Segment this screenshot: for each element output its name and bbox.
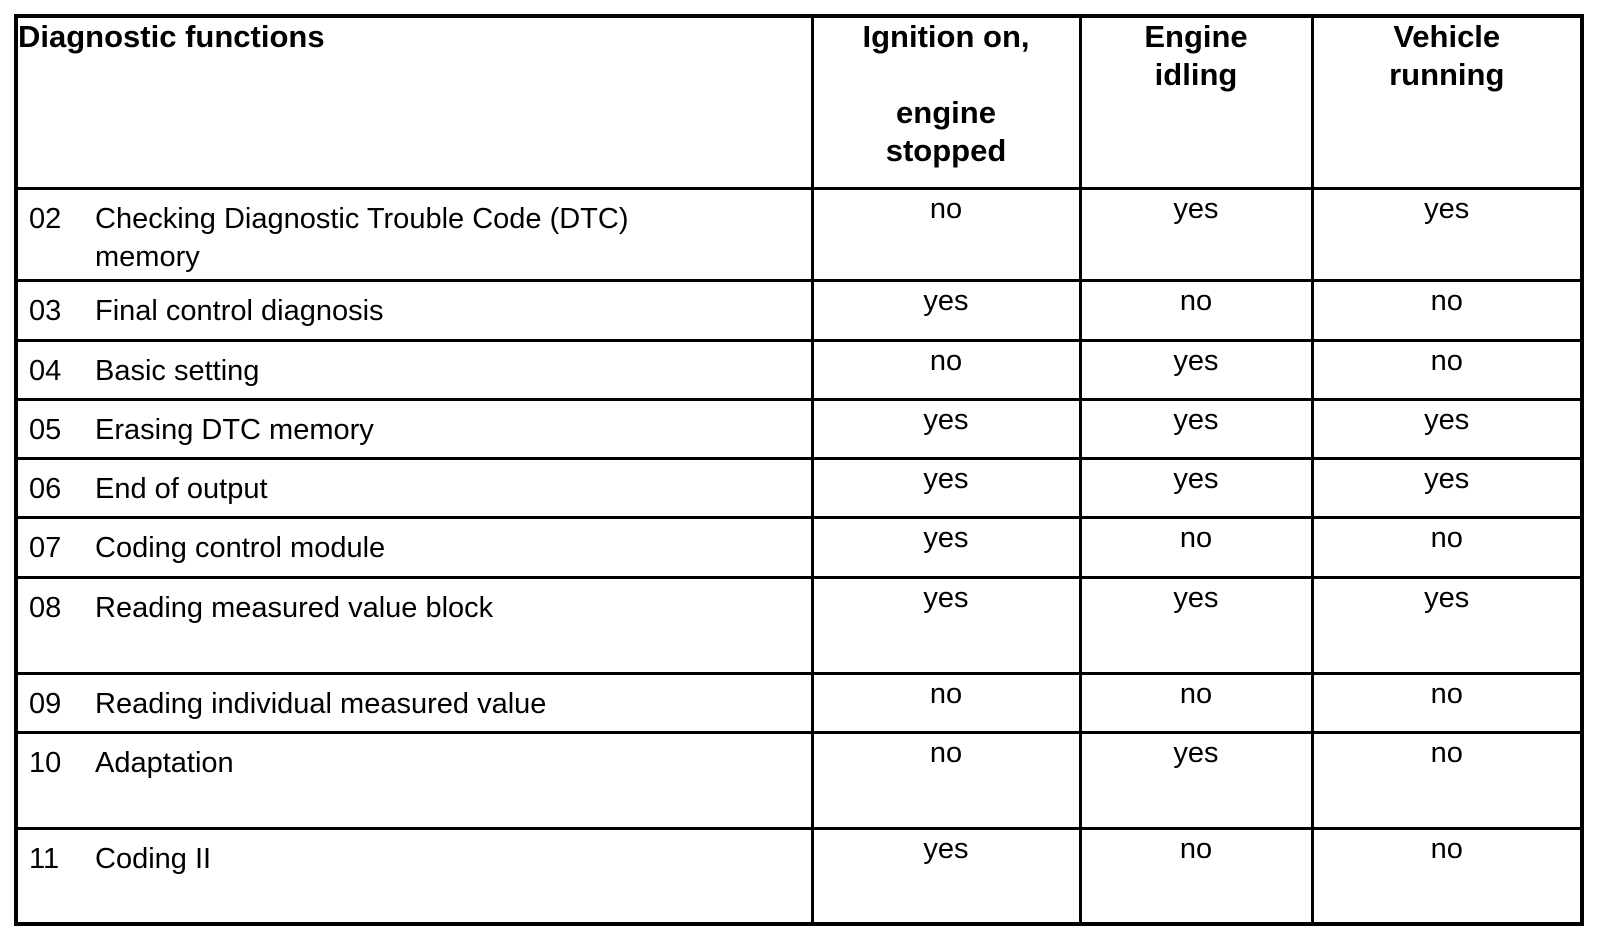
header-ignition-on-engine-stopped: Ignition on, engine stopped: [810, 14, 1082, 190]
table-row: 04 Basic setting no yes no: [14, 338, 1584, 401]
function-description: Erasing DTC memory: [95, 413, 374, 446]
function-code: 10: [29, 746, 62, 779]
table-row: 10 Adaptation no yes no: [14, 730, 1584, 830]
function-description: Basic setting: [95, 354, 260, 387]
value-ignition-on: no: [810, 671, 1082, 734]
header-vehicle-running: Vehicle running: [1310, 14, 1584, 190]
function-code: 04: [29, 354, 62, 387]
value-vehicle-running: yes: [1310, 397, 1584, 460]
value-ignition-on: yes: [810, 397, 1082, 460]
value-vehicle-running: no: [1310, 671, 1584, 734]
table-row: 03 Final control diagnosis yes no no: [14, 278, 1584, 342]
value-vehicle-running: no: [1310, 826, 1584, 926]
value-engine-idling: no: [1078, 278, 1314, 342]
value-engine-idling: yes: [1078, 456, 1314, 519]
value-vehicle-running: no: [1310, 515, 1584, 579]
function-code: 11: [29, 842, 60, 875]
value-engine-idling: yes: [1078, 730, 1314, 830]
function-description: Reading individual measured value: [95, 687, 547, 720]
value-engine-idling: no: [1078, 515, 1314, 579]
function-description: Coding control module: [95, 531, 386, 564]
header-engine-idling: Engine idling: [1078, 14, 1314, 190]
function-description: Final control diagnosis: [95, 294, 384, 327]
function-description: Reading measured value block: [95, 591, 494, 624]
value-vehicle-running: no: [1310, 278, 1584, 342]
value-ignition-on: no: [810, 186, 1082, 282]
function-code: 06: [29, 472, 62, 505]
header-diagnostic-functions: Diagnostic functions: [14, 14, 814, 190]
value-vehicle-running: yes: [1310, 575, 1584, 675]
table-row: 09 Reading individual measured value no …: [14, 671, 1584, 734]
value-ignition-on: yes: [810, 278, 1082, 342]
table-row: 07 Coding control module yes no no: [14, 515, 1584, 579]
table-row: 08 Reading measured value block yes yes …: [14, 575, 1584, 675]
function-description: Coding II: [95, 842, 212, 875]
value-vehicle-running: no: [1310, 730, 1584, 830]
table-row: 02 Checking Diagnostic Trouble Code (DTC…: [14, 186, 1584, 282]
function-description: End of output: [95, 472, 268, 505]
function-code: 07: [29, 531, 62, 564]
value-vehicle-running: yes: [1310, 456, 1584, 519]
value-engine-idling: yes: [1078, 397, 1314, 460]
value-engine-idling: no: [1078, 826, 1314, 926]
table-row: 06 End of output yes yes yes: [14, 456, 1584, 519]
function-code: 02: [29, 202, 62, 235]
table-row: 11 Coding II yes no no: [14, 826, 1584, 926]
value-ignition-on: yes: [810, 826, 1082, 926]
function-code: 08: [29, 591, 62, 624]
value-ignition-on: yes: [810, 456, 1082, 519]
value-ignition-on: yes: [810, 575, 1082, 675]
value-ignition-on: no: [810, 338, 1082, 401]
function-code: 03: [29, 294, 62, 327]
value-ignition-on: yes: [810, 515, 1082, 579]
table-row: 05 Erasing DTC memory yes yes yes: [14, 397, 1584, 460]
function-description: Checking Diagnostic Trouble Code (DTC) m…: [95, 202, 629, 273]
function-code: 09: [29, 687, 62, 720]
function-description: Adaptation: [95, 746, 234, 779]
value-engine-idling: yes: [1078, 186, 1314, 282]
function-code: 05: [29, 413, 62, 446]
value-engine-idling: no: [1078, 671, 1314, 734]
value-ignition-on: no: [810, 730, 1082, 830]
value-engine-idling: yes: [1078, 338, 1314, 401]
table-header-row: Diagnostic functions Ignition on, engine…: [14, 14, 1584, 190]
value-engine-idling: yes: [1078, 575, 1314, 675]
value-vehicle-running: yes: [1310, 186, 1584, 282]
value-vehicle-running: no: [1310, 338, 1584, 401]
diagnostic-functions-table: Diagnostic functions Ignition on, engine…: [14, 14, 1584, 926]
